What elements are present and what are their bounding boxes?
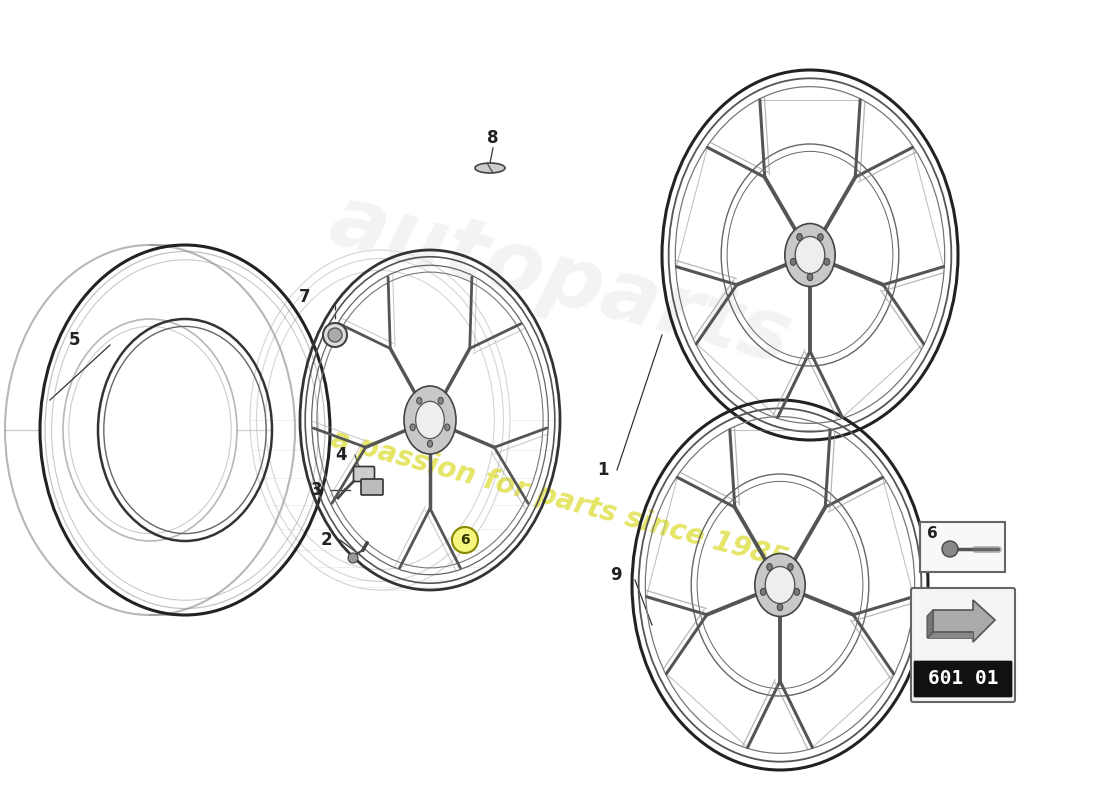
Polygon shape (927, 632, 974, 638)
Ellipse shape (438, 398, 443, 404)
Ellipse shape (766, 566, 795, 603)
Ellipse shape (824, 258, 829, 266)
Text: 1: 1 (597, 461, 609, 479)
FancyBboxPatch shape (361, 479, 383, 495)
FancyBboxPatch shape (911, 588, 1015, 702)
Text: 6: 6 (926, 526, 937, 542)
Ellipse shape (475, 163, 505, 173)
Circle shape (348, 553, 358, 563)
Text: 3: 3 (310, 481, 322, 499)
Ellipse shape (807, 274, 813, 281)
Ellipse shape (416, 402, 444, 438)
Ellipse shape (784, 223, 835, 286)
Text: 9: 9 (610, 566, 621, 584)
Circle shape (942, 541, 958, 557)
Text: 5: 5 (69, 331, 80, 349)
Ellipse shape (778, 604, 783, 610)
Ellipse shape (794, 588, 800, 595)
Ellipse shape (755, 554, 805, 617)
Ellipse shape (795, 237, 825, 274)
Ellipse shape (760, 588, 766, 595)
Circle shape (452, 527, 478, 553)
FancyBboxPatch shape (920, 522, 1005, 572)
Text: 7: 7 (299, 288, 311, 306)
Ellipse shape (444, 424, 450, 430)
Ellipse shape (788, 563, 793, 570)
Text: 4: 4 (336, 446, 346, 464)
Circle shape (323, 323, 346, 347)
Ellipse shape (410, 424, 416, 430)
Text: a passion for parts since 1985: a passion for parts since 1985 (329, 426, 792, 574)
Polygon shape (933, 600, 996, 642)
FancyBboxPatch shape (914, 661, 1012, 697)
Ellipse shape (817, 234, 823, 241)
Text: autoparts: autoparts (320, 178, 800, 382)
Text: 6: 6 (460, 533, 470, 547)
Ellipse shape (404, 386, 456, 454)
FancyBboxPatch shape (353, 466, 374, 482)
Ellipse shape (790, 258, 796, 266)
Text: 601 01: 601 01 (927, 670, 999, 689)
Polygon shape (927, 610, 933, 638)
Ellipse shape (417, 398, 422, 404)
Ellipse shape (428, 440, 432, 447)
Circle shape (328, 328, 342, 342)
Text: 2: 2 (320, 531, 332, 549)
Ellipse shape (796, 234, 802, 241)
Ellipse shape (767, 563, 772, 570)
Text: 8: 8 (487, 129, 498, 147)
